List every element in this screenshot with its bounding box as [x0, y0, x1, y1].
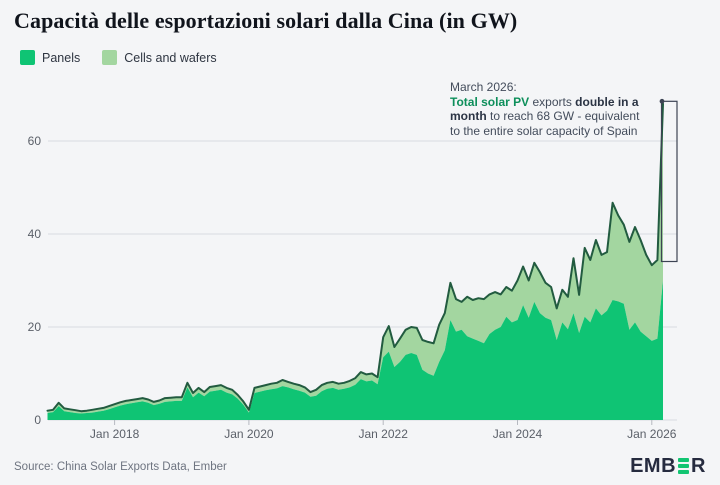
x-tick-label: Jan 2018 [90, 427, 140, 441]
highlight-bracket [660, 100, 678, 263]
panels-area [47, 280, 663, 420]
logo-text-r: R [691, 455, 706, 477]
legend-label-panels: Panels [42, 50, 81, 65]
legend-item-cells: Cells and wafers [102, 50, 217, 65]
total-line [46, 102, 664, 413]
legend-item-panels: Panels [20, 50, 80, 65]
x-tick-label: Jan 2024 [493, 427, 543, 441]
y-tick-label: 0 [34, 413, 41, 427]
ember-logo: EMB R [630, 456, 706, 476]
annotation: March 2026: Total solar PV exports double… [450, 80, 680, 138]
y-tick-label: 60 [28, 134, 42, 148]
annotation-line: month to reach 68 GW - equivalent [450, 109, 640, 124]
x-tick-label: Jan 2020 [224, 427, 274, 441]
annotation-line: to the entire solar capacity of Spain [450, 123, 638, 138]
y-tick-label: 40 [28, 227, 42, 241]
y-tick-label: 20 [28, 320, 42, 334]
legend: Panels Cells and wafers [20, 50, 217, 65]
annotation-line: Total solar PV exports double in a [450, 94, 639, 109]
cells-swatch-icon [102, 50, 118, 65]
annotation-line: March 2026: [450, 80, 517, 94]
logo-bar-e-icon [678, 458, 690, 474]
logo-text-emb: EMB [630, 455, 677, 477]
legend-label-cells: Cells and wafers [124, 50, 217, 65]
x-tick-label: Jan 2022 [359, 427, 409, 441]
source-text: Source: China Solar Exports Data, Ember [14, 461, 227, 473]
x-tick-label: Jan 2026 [627, 427, 677, 441]
panels-swatch-icon [20, 50, 35, 65]
chart-title: Capacità delle esportazioni solari dalla… [14, 8, 518, 33]
peak-marker [659, 98, 665, 104]
